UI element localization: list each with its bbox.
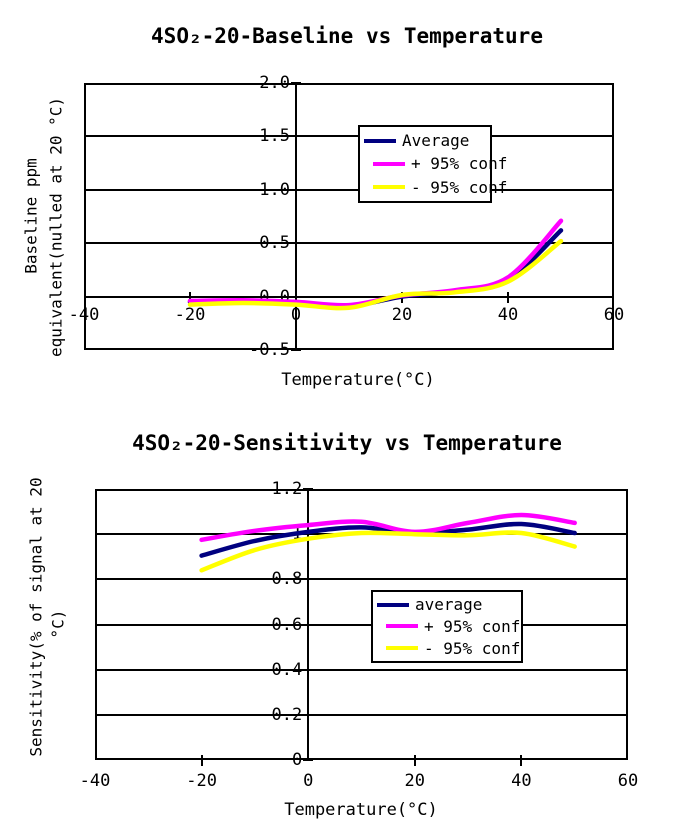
x-tick-label: 60 bbox=[603, 305, 625, 325]
y-axis-tick bbox=[291, 295, 301, 298]
series-line-average bbox=[199, 521, 577, 558]
gridline bbox=[95, 713, 628, 716]
legend-label: average bbox=[415, 595, 483, 615]
x-tick-label: 40 bbox=[511, 771, 532, 791]
x-axis-tick bbox=[189, 291, 191, 303]
legend-label: Average bbox=[402, 131, 470, 151]
gridline bbox=[84, 188, 614, 191]
series-line--95-conf bbox=[199, 530, 577, 573]
y-axis-tick bbox=[303, 623, 314, 626]
chart1-title: 4SO₂-20-Baseline vs Temperature bbox=[151, 24, 543, 48]
x-tick-label: 20 bbox=[391, 305, 413, 325]
legend-row: + 95% conf bbox=[377, 616, 521, 636]
chart1-y-axis-label-line1: Baseline ppm bbox=[21, 158, 41, 274]
y-tick-label: 1.5 bbox=[259, 126, 290, 147]
legend-row: - 95% conf bbox=[377, 638, 521, 658]
x-tick-label: 20 bbox=[404, 771, 426, 791]
y-tick-label: 2.0 bbox=[259, 73, 290, 93]
y-axis-tick bbox=[303, 668, 314, 671]
y-axis-tick bbox=[303, 713, 314, 716]
legend-label: + 95% conf bbox=[411, 154, 508, 174]
legend-row: - 95% conf bbox=[364, 178, 507, 197]
y-tick-label: 0 bbox=[291, 750, 303, 770]
legend-line-swatch bbox=[386, 624, 418, 629]
y-axis-tick bbox=[291, 135, 301, 138]
legend-line-swatch bbox=[377, 602, 409, 607]
y-axis-tick bbox=[303, 759, 314, 761]
y-axis-tick bbox=[291, 82, 301, 84]
chart2-series-canvas bbox=[199, 512, 577, 573]
gridline bbox=[84, 295, 614, 298]
gridline bbox=[84, 242, 614, 245]
legend-row: average bbox=[377, 595, 517, 614]
series-line--95-conf bbox=[199, 512, 577, 543]
y-tick-label: 0.2 bbox=[271, 704, 303, 725]
gridline bbox=[95, 578, 628, 581]
x-axis-tick bbox=[520, 755, 523, 766]
x-axis-tick bbox=[200, 755, 203, 766]
y-axis-tick bbox=[303, 578, 314, 581]
x-tick-label: 40 bbox=[497, 305, 519, 325]
y-axis-tick bbox=[291, 349, 301, 351]
legend-line-swatch bbox=[373, 161, 405, 166]
y-tick-label: 0.4 bbox=[271, 659, 303, 680]
y-tick-label: 1.0 bbox=[259, 179, 290, 200]
x-axis-tick bbox=[507, 291, 509, 303]
y-tick-label: 0.5 bbox=[259, 233, 290, 254]
y-tick-label: 1.2 bbox=[271, 479, 303, 499]
series-line--95-conf bbox=[187, 238, 564, 311]
legend-row: + 95% conf bbox=[364, 154, 507, 173]
gridline bbox=[95, 623, 628, 626]
gridline bbox=[95, 668, 628, 671]
series-line-average bbox=[187, 228, 564, 309]
chart2-x-axis-label: Temperature(°C) bbox=[284, 800, 438, 820]
legend-label: - 95% conf bbox=[424, 638, 521, 658]
gridline bbox=[84, 135, 614, 138]
x-tick-label: -40 bbox=[79, 771, 111, 791]
y-axis-tick bbox=[291, 188, 301, 191]
chart1-x-axis-label: Temperature(°C) bbox=[281, 370, 435, 390]
legend-label: - 95% conf bbox=[411, 177, 508, 197]
legend-line-swatch bbox=[386, 646, 418, 651]
x-tick-label: -40 bbox=[68, 305, 100, 325]
chart2-y-axis-label-line1: Sensitivity(% of signal at 20 bbox=[26, 477, 46, 757]
x-tick-label: -20 bbox=[174, 305, 206, 325]
legend-label: + 95% conf bbox=[424, 616, 521, 636]
x-tick-label: 0 bbox=[303, 771, 314, 791]
y-tick-label: 0.6 bbox=[271, 614, 303, 635]
chart1-series-canvas bbox=[187, 218, 564, 311]
chart2-title: 4SO₂-20-Sensitivity vs Temperature bbox=[132, 431, 562, 455]
y-axis-tick bbox=[303, 488, 314, 490]
x-tick-label: 0 bbox=[290, 305, 302, 325]
chart2-legend: average + 95% conf - 95% conf bbox=[371, 590, 523, 663]
legend-line-swatch bbox=[364, 138, 396, 143]
y-axis-tick bbox=[291, 242, 301, 245]
series-line--95-conf bbox=[187, 218, 564, 308]
chart1-legend: Average + 95% conf - 95% conf bbox=[358, 125, 507, 203]
chart2-y-axis-label-line2: °C) bbox=[48, 609, 68, 639]
y-tick-label: -0.5 bbox=[249, 340, 290, 360]
y-tick-label: 0.8 bbox=[271, 569, 303, 590]
x-axis-tick bbox=[413, 755, 416, 766]
legend-row: Average bbox=[364, 131, 486, 150]
y-axis-line bbox=[295, 83, 297, 350]
x-tick-label: -20 bbox=[186, 771, 217, 791]
legend-line-swatch bbox=[373, 185, 405, 190]
x-tick-label: 60 bbox=[617, 771, 639, 791]
